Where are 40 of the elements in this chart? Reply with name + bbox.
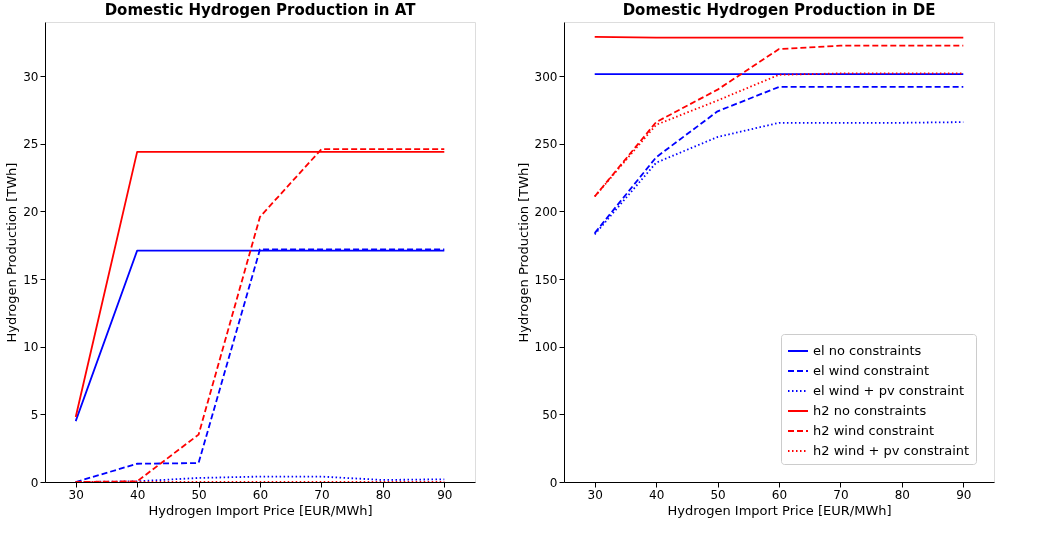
y-axis-title: Hydrogen Production [TWh] bbox=[4, 162, 20, 343]
y-tick-label: 300 bbox=[534, 69, 558, 84]
x-tick-label: 70 bbox=[314, 487, 330, 502]
x-tick-label: 40 bbox=[649, 487, 665, 502]
y-tick-label: 5 bbox=[30, 407, 39, 422]
x-tick-label: 50 bbox=[710, 487, 726, 502]
y-tick-label: 20 bbox=[23, 204, 39, 219]
y-tick-label: 10 bbox=[23, 340, 39, 355]
legend-label: h2 wind + pv constraint bbox=[813, 443, 970, 458]
x-tick-label: 70 bbox=[833, 487, 849, 502]
y-tick-label: 150 bbox=[534, 272, 558, 287]
y-tick-label: 15 bbox=[23, 272, 39, 287]
x-tick-label: 60 bbox=[252, 487, 269, 502]
x-tick-label: 90 bbox=[956, 487, 972, 502]
y-tick-label: 100 bbox=[534, 340, 558, 355]
x-axis-title: Hydrogen Import Price [EUR/MWh] bbox=[667, 502, 892, 518]
x-tick-label: 90 bbox=[437, 487, 453, 502]
y-tick-label: 200 bbox=[534, 204, 558, 219]
y-axis-title: Hydrogen Production [TWh] bbox=[515, 162, 531, 343]
x-axis-title: Hydrogen Import Price [EUR/MWh] bbox=[148, 502, 373, 518]
x-tick-label: 30 bbox=[587, 487, 603, 502]
legend-label: el no constraints bbox=[813, 343, 922, 358]
y-tick-label: 0 bbox=[30, 475, 39, 490]
legend-label: h2 no constraints bbox=[813, 403, 927, 418]
legend-label: h2 wind constraint bbox=[813, 423, 934, 438]
chart-title: Domestic Hydrogen Production in DE bbox=[622, 1, 936, 19]
legend-label: el wind constraint bbox=[813, 363, 930, 378]
y-tick-label: 30 bbox=[23, 69, 39, 84]
x-tick-label: 60 bbox=[771, 487, 788, 502]
x-tick-label: 30 bbox=[68, 487, 84, 502]
y-tick-label: 250 bbox=[534, 137, 558, 152]
y-tick-label: 50 bbox=[542, 407, 558, 422]
chart-title: Domestic Hydrogen Production in AT bbox=[104, 1, 417, 19]
x-tick-label: 50 bbox=[191, 487, 207, 502]
y-tick-label: 0 bbox=[549, 475, 558, 490]
x-tick-label: 40 bbox=[130, 487, 146, 502]
y-tick-label: 25 bbox=[23, 137, 39, 152]
x-tick-label: 80 bbox=[375, 487, 391, 502]
x-tick-label: 80 bbox=[894, 487, 910, 502]
legend-label: el wind + pv constraint bbox=[813, 383, 965, 398]
